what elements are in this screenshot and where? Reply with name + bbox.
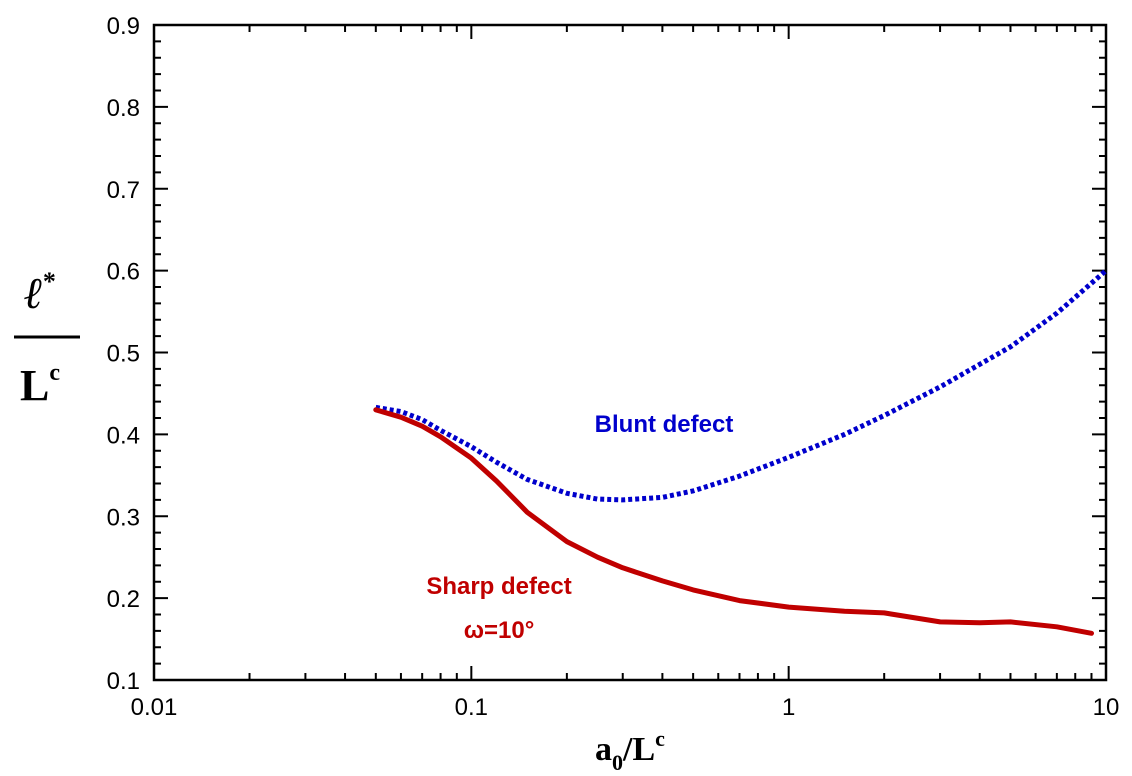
- svg-text:ℓ*: ℓ*: [24, 267, 56, 318]
- y-tick-label: 0.6: [107, 259, 140, 286]
- y-tick-label: 0.3: [107, 504, 140, 531]
- y-tick-label: 0.5: [107, 341, 140, 368]
- y-tick-label: 0.4: [107, 422, 140, 449]
- series-line-blunt: [375, 268, 1108, 503]
- y-tick-labels: 0.1 0.2 0.3 0.4 0.5 0.6 0.7 0.8 0.9: [107, 13, 140, 695]
- x-axis-label-base: a: [595, 731, 612, 768]
- y-tick-label: 0.7: [107, 177, 140, 204]
- y-tick-label: 0.2: [107, 586, 140, 613]
- y-axis-label-numerator: ℓ: [24, 269, 43, 318]
- series-label-sharp-angle: ω=10°: [464, 617, 535, 644]
- series-label-blunt: Blunt defect: [595, 411, 734, 438]
- plot-frame: [152, 23, 1108, 682]
- y-tick-label: 0.8: [107, 95, 140, 122]
- x-tick-labels: 0.01 0.1 1 10: [131, 694, 1120, 721]
- x-axis-label-sup: c: [655, 726, 665, 751]
- x-axis-label-sub: 0: [612, 750, 623, 775]
- series-layer: [373, 268, 1108, 636]
- x-tick-label: 0.1: [455, 694, 488, 721]
- x-tick-label: 1: [782, 694, 795, 721]
- x-tick-label: 10: [1093, 694, 1120, 721]
- y-axis-label: ℓ* Lc: [14, 267, 80, 410]
- x-axis-label-slash: /L: [622, 731, 655, 768]
- axis-ticks: [153, 24, 1106, 681]
- series-label-sharp: Sharp defect: [426, 573, 571, 600]
- x-tick-label: 0.01: [131, 694, 178, 721]
- svg-text:Lc: Lc: [20, 360, 60, 410]
- y-axis-label-denominator-sup: c: [49, 360, 60, 386]
- y-axis-label-numerator-sup: *: [43, 267, 56, 296]
- y-tick-label: 0.9: [107, 13, 140, 40]
- x-axis-label: a0/Lc: [595, 726, 665, 775]
- y-axis-label-denominator: L: [20, 361, 49, 410]
- series-line-sharp: [373, 407, 1094, 636]
- y-tick-label: 0.1: [107, 668, 140, 695]
